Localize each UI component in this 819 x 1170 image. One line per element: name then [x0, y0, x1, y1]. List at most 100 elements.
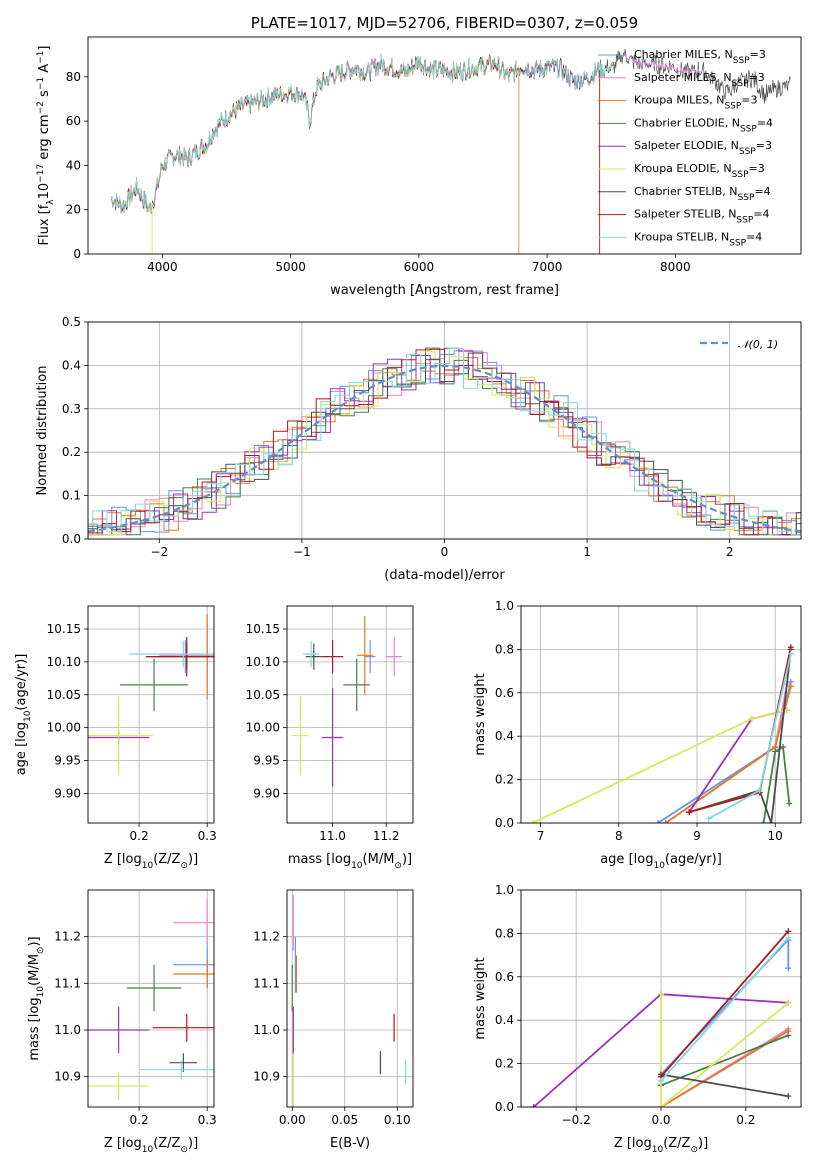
y-tick-label: 11.2 [253, 930, 280, 944]
label-part: −17 [36, 164, 46, 183]
label-part: =3 [749, 162, 765, 175]
label-part: 10 [142, 861, 154, 871]
label-part: mass [log [288, 852, 351, 867]
label-part: mass weight [473, 957, 488, 1039]
weight-point [662, 820, 669, 823]
y-tick-label: 10.10 [246, 655, 280, 669]
label-part: SSP [724, 102, 741, 112]
y-tick-label: 10.10 [47, 655, 81, 669]
label-part: ⊙ [36, 947, 46, 955]
weight-point [785, 1093, 792, 1100]
x-tick-label: 5000 [275, 260, 306, 274]
label-part: ⊙ [394, 861, 402, 871]
histogram-series [88, 351, 801, 536]
x-tick-label: 0.2 [736, 1113, 755, 1127]
x-tick-label: 0.3 [198, 1113, 217, 1127]
x-tick-label: 10 [768, 829, 783, 843]
y-axis-label: Flux [fλ10−17 erg cm−2 s−1 A−1] [36, 46, 56, 246]
plot-area [88, 899, 214, 1100]
label-part: Salpeter STELIB, N [634, 208, 736, 221]
spectrum-series-line [110, 54, 522, 213]
weight-point [787, 683, 794, 690]
label-part: λ [46, 199, 56, 205]
y-tick-label: 11.0 [54, 1023, 81, 1037]
y-tick-label: 0.3 [62, 402, 81, 416]
label-part: SSP [738, 193, 755, 203]
weight-point [783, 707, 790, 714]
x-tick-label: 0.2 [130, 829, 149, 843]
label-part: (M/M [27, 954, 42, 986]
y-tick-label: 60 [66, 114, 81, 128]
y-tick-label: 9.95 [54, 754, 81, 768]
histogram-series [88, 348, 801, 536]
y-tick-label: 10.15 [246, 622, 280, 636]
label-part: =4 [754, 185, 770, 198]
label-part: =4 [753, 208, 769, 221]
x-axis-label: (data-model)/error [384, 568, 505, 583]
weight-series-line [688, 649, 792, 823]
histogram-legend: 𝒩(0, 1) [700, 338, 778, 351]
spectrum-series-line [110, 53, 612, 213]
label-part: Kroupa MILES, N [634, 94, 724, 107]
plot-area [292, 615, 403, 787]
x-tick-label: 7000 [532, 260, 563, 274]
label-part: Z [log [614, 1136, 652, 1151]
label-part: Z [log [104, 852, 142, 867]
y-tick-label: 0.0 [495, 816, 514, 830]
y-tick-label: 11.1 [253, 976, 280, 990]
histogram-series [88, 347, 801, 536]
label-part: )] [188, 1136, 198, 1151]
label-part: =4 [757, 116, 773, 129]
weight-point [768, 820, 775, 823]
y-tick-label: 9.90 [54, 786, 81, 800]
label-part: mass weight [473, 673, 488, 755]
weight-series-line [532, 709, 788, 823]
x-axis-label: Z [log10(Z/Z⊙)] [104, 852, 198, 871]
x-tick-label: −0.2 [562, 1113, 591, 1127]
y-axis-label: mass weight [473, 673, 488, 755]
label-part: E(B-V) [330, 1136, 370, 1151]
y-tick-label: 11.1 [54, 976, 81, 990]
plot-area [88, 613, 214, 775]
label-part: A [37, 64, 52, 77]
label-part: (Z/Z [153, 852, 180, 867]
label-part: SSP [732, 170, 749, 180]
label-part: age [log [14, 722, 29, 775]
x-tick-label: −2 [150, 545, 168, 559]
histogram-series [88, 348, 801, 536]
axes-spectrum: 4000 5000 6000 7000 8000 0 20 40 60 80 wavelength … [36, 36, 802, 298]
plot-area [530, 928, 792, 1107]
label-part: −1 [36, 77, 46, 90]
axes-mass-vs-Z: 0.2 0.310.911.011.111.2Z [log10(Z/Z⊙)]mas… [27, 889, 217, 1155]
axes-frame [87, 36, 802, 255]
y-axis-label: age [log10(age/yr)] [14, 654, 33, 776]
legend-label: Kroupa STELIB, NSSP=4 [634, 230, 762, 248]
y-tick-label: 11.2 [54, 930, 81, 944]
spectrum-series-line [110, 53, 599, 215]
label-part: SSP [729, 238, 746, 248]
weight-point [658, 991, 664, 998]
y-tick-label: 20 [66, 203, 81, 217]
label-part: =3 [749, 71, 765, 84]
weight-point [787, 644, 794, 651]
y-tick-label: 10.9 [54, 1070, 81, 1084]
label-part: 10 [37, 183, 52, 200]
x-axis-label: Z [log10(Z/Z⊙)] [104, 1136, 198, 1155]
label-part: −1 [36, 51, 46, 64]
label-part: s [37, 90, 52, 101]
weight-point [748, 715, 755, 722]
label-part: erg cm [37, 114, 52, 163]
y-tick-label: 10.05 [246, 688, 280, 702]
y-axis-label: mass weight [473, 957, 488, 1039]
y-tick-label: 0.2 [62, 445, 81, 459]
label-part: Kroupa STELIB, N [634, 230, 729, 243]
spectrum-series-line [110, 55, 599, 212]
label-part: 10 [652, 1145, 664, 1155]
weight-series-line [660, 994, 789, 1107]
label-part: )] [27, 936, 42, 946]
label-part: SSP [740, 124, 757, 134]
x-tick-label: 0 [441, 545, 449, 559]
label-part: 10 [36, 986, 46, 998]
x-tick-label: 0.05 [331, 1113, 358, 1127]
